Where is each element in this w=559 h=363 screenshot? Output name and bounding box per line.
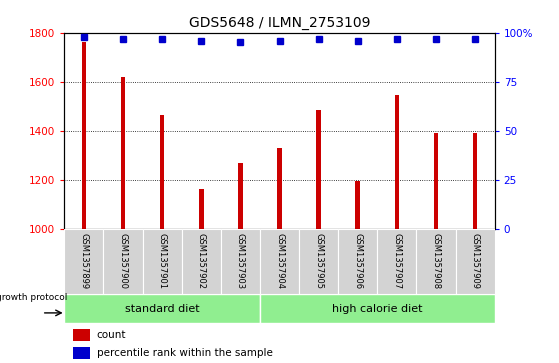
Bar xyxy=(260,294,495,323)
Text: count: count xyxy=(97,330,126,340)
Bar xyxy=(121,77,125,229)
Text: GSM1357900: GSM1357900 xyxy=(119,233,127,289)
Text: GSM1357903: GSM1357903 xyxy=(236,233,245,289)
Text: growth protocol: growth protocol xyxy=(0,293,68,302)
Bar xyxy=(182,229,221,294)
Bar xyxy=(64,229,103,294)
Title: GDS5648 / ILMN_2753109: GDS5648 / ILMN_2753109 xyxy=(189,16,370,30)
Text: GSM1357904: GSM1357904 xyxy=(275,233,284,289)
Bar xyxy=(316,110,321,229)
Text: GSM1357909: GSM1357909 xyxy=(471,233,480,289)
Bar xyxy=(160,115,164,229)
Bar xyxy=(73,329,90,341)
Text: GSM1357905: GSM1357905 xyxy=(314,233,323,289)
Bar xyxy=(73,347,90,359)
Bar xyxy=(395,95,399,229)
Text: percentile rank within the sample: percentile rank within the sample xyxy=(97,348,272,358)
Bar xyxy=(238,163,243,229)
Text: GSM1357902: GSM1357902 xyxy=(197,233,206,289)
Text: GSM1357908: GSM1357908 xyxy=(432,233,440,289)
Text: GSM1357907: GSM1357907 xyxy=(392,233,401,289)
Bar xyxy=(338,229,377,294)
Bar xyxy=(416,229,456,294)
Bar xyxy=(82,42,86,229)
Text: GSM1357906: GSM1357906 xyxy=(353,233,362,289)
Text: GSM1357899: GSM1357899 xyxy=(79,233,88,289)
Bar xyxy=(221,229,260,294)
Bar xyxy=(473,133,477,229)
Bar xyxy=(260,229,299,294)
Bar xyxy=(299,229,338,294)
Bar xyxy=(377,229,416,294)
Text: GSM1357901: GSM1357901 xyxy=(158,233,167,289)
Bar xyxy=(356,181,360,229)
Bar xyxy=(103,229,143,294)
Text: high calorie diet: high calorie diet xyxy=(332,303,423,314)
Bar xyxy=(456,229,495,294)
Text: standard diet: standard diet xyxy=(125,303,200,314)
Bar xyxy=(199,189,203,229)
Bar xyxy=(143,229,182,294)
Bar xyxy=(64,294,260,323)
Bar xyxy=(277,148,282,229)
Bar xyxy=(434,133,438,229)
